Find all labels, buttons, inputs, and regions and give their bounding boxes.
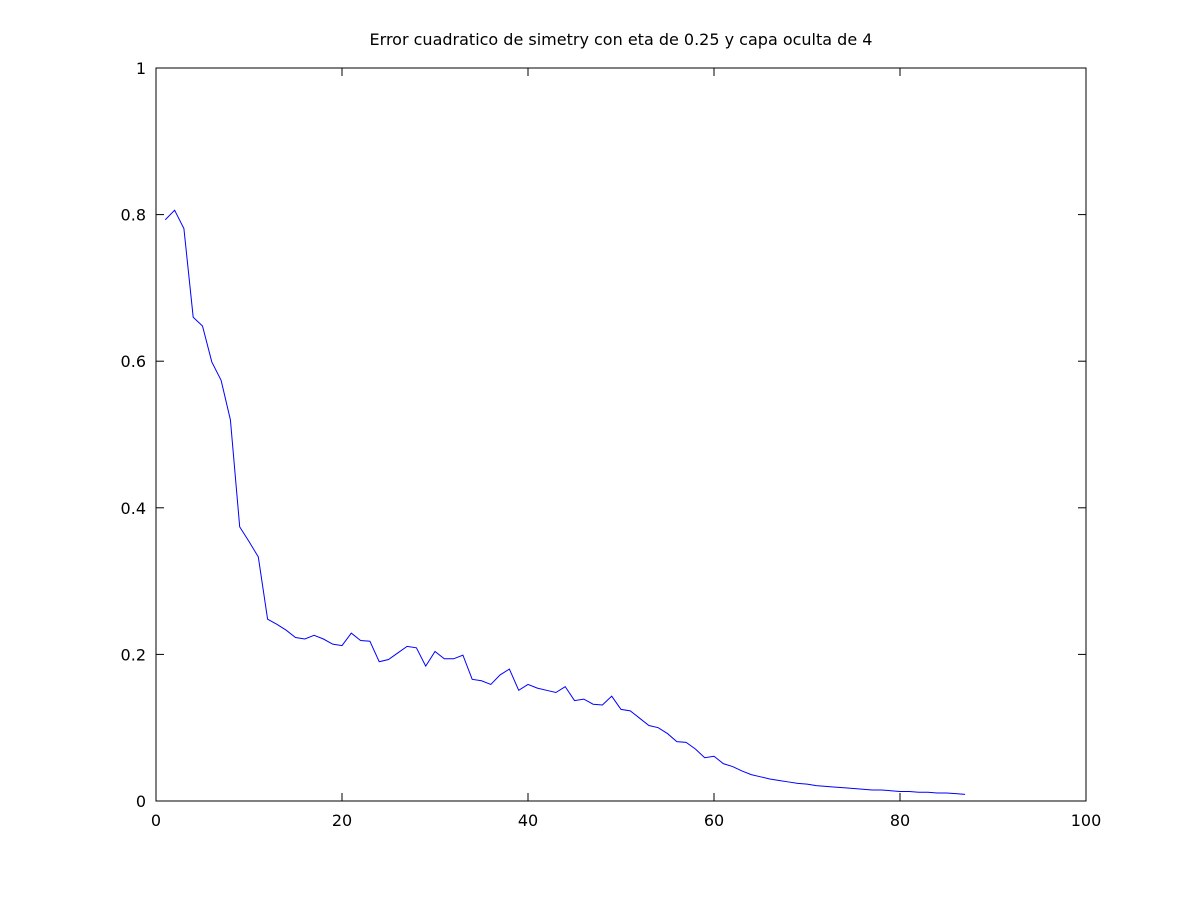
x-tick-label: 20 bbox=[332, 811, 352, 830]
y-tick-label: 0.8 bbox=[121, 206, 146, 225]
y-tick-label: 0.4 bbox=[121, 499, 146, 518]
x-axis-ticks: 0 20 40 60 80 100 bbox=[151, 68, 1101, 830]
series-line bbox=[164, 209, 966, 795]
x-tick-label: 0 bbox=[151, 811, 161, 830]
plot-frame bbox=[155, 67, 1087, 802]
x-tick-label: 40 bbox=[518, 811, 538, 830]
y-tick-label: 0.2 bbox=[121, 645, 146, 664]
y-tick-label: 1 bbox=[136, 59, 146, 78]
chart-title: Error cuadratico de simetry con eta de 0… bbox=[370, 30, 873, 49]
x-tick-label: 80 bbox=[890, 811, 910, 830]
x-tick-label: 100 bbox=[1071, 811, 1102, 830]
y-axis-ticks: 0 0.2 0.4 0.6 0.8 1 bbox=[121, 59, 1086, 811]
series-group bbox=[164, 209, 966, 795]
y-tick-label: 0 bbox=[136, 792, 146, 811]
x-tick-label: 60 bbox=[704, 811, 724, 830]
y-tick-label: 0.6 bbox=[121, 352, 146, 371]
